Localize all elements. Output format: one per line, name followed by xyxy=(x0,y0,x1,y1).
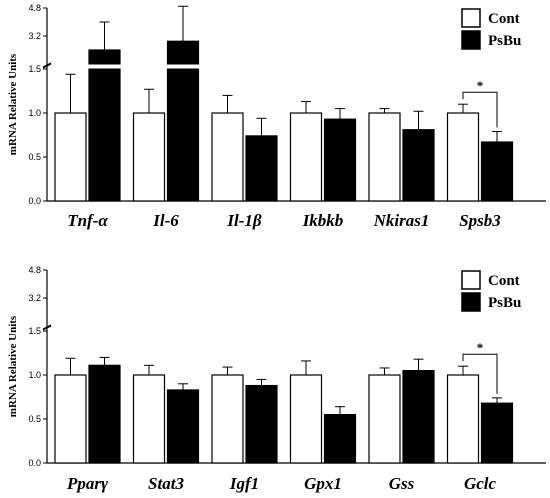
legend-swatch-psbu xyxy=(461,292,481,312)
y-tick-label: 0.5 xyxy=(28,414,41,424)
bar-psbu xyxy=(245,135,278,202)
legend-swatch-cont xyxy=(461,8,481,28)
bar-psbu xyxy=(166,389,200,464)
bar-break-gap xyxy=(88,64,121,69)
category-label: Igf1 xyxy=(229,474,259,493)
bar-cont xyxy=(132,374,166,464)
y-tick-label: 3.2 xyxy=(28,31,41,41)
legend-label-psbu: PsBu xyxy=(488,295,521,311)
bar-psbu xyxy=(402,129,435,202)
significance-star: * xyxy=(477,78,484,93)
bar-cont xyxy=(446,374,480,464)
bar-cont xyxy=(211,112,244,202)
bar-psbu xyxy=(402,370,435,464)
significance-bracket xyxy=(462,353,498,394)
bar-psbu xyxy=(323,414,357,464)
bar-cont xyxy=(54,112,87,202)
y-tick-label: 3.2 xyxy=(28,293,41,303)
category-label: Tnf-α xyxy=(67,211,108,230)
significance-star: * xyxy=(477,340,484,355)
axis-break-mark xyxy=(42,324,52,330)
category-label: Il-6 xyxy=(152,211,179,230)
category-label: Gclc xyxy=(464,474,497,493)
bar-cont xyxy=(368,112,401,202)
category-label: Stat3 xyxy=(148,474,184,493)
chart-panel-2: 0.0 0.5 1.0 1.5 3.2 4.8 mRNA Relative Units Ppa… xyxy=(7,265,546,493)
y-axis-label: mRNA Relative Units xyxy=(7,315,19,417)
bar-cont xyxy=(54,374,87,464)
bar-cont xyxy=(368,374,401,464)
bar-psbu xyxy=(480,141,514,202)
bar-cont xyxy=(446,112,480,202)
bar-cont xyxy=(289,374,323,464)
bar-cont xyxy=(289,112,323,202)
category-label: Nkiras1 xyxy=(373,211,430,230)
legend-label-cont: Cont xyxy=(488,11,520,27)
bar-cont xyxy=(132,112,166,202)
category-label: Gpx1 xyxy=(304,474,342,493)
y-tick-label: 1.0 xyxy=(28,370,41,380)
legend-swatch-cont xyxy=(461,270,481,290)
bar-cont xyxy=(211,374,244,464)
chart-panel-1: 0.0 0.5 1.0 1.5 3.2 4.8 mRNA Relative Units Tnf… xyxy=(7,3,546,230)
bar-psbu xyxy=(245,384,278,464)
bar-psbu xyxy=(88,49,121,202)
y-tick-label: 4.8 xyxy=(28,265,41,275)
y-axis-label: mRNA Relative Units xyxy=(7,53,19,155)
y-tick-label: 0.0 xyxy=(28,196,41,206)
legend-swatch-psbu xyxy=(461,30,481,50)
legend-label-psbu: PsBu xyxy=(488,33,521,49)
bar-break-gap xyxy=(166,64,200,69)
category-label: Spsb3 xyxy=(459,211,501,230)
y-tick-label: 1.5 xyxy=(28,326,41,336)
significance-bracket xyxy=(462,91,498,128)
axis-break-mark xyxy=(42,62,52,68)
legend-label-cont: Cont xyxy=(488,273,520,289)
bar-psbu xyxy=(323,118,357,202)
y-tick-label: 1.0 xyxy=(28,108,41,118)
y-tick-label: 1.5 xyxy=(28,64,41,74)
bar-psbu xyxy=(480,402,514,464)
axis-break-mark xyxy=(42,63,52,69)
category-label: Pparγ xyxy=(66,474,109,493)
y-tick-label: 0.5 xyxy=(28,152,41,162)
y-tick-label: 4.8 xyxy=(28,3,41,13)
category-label: Gss xyxy=(389,474,415,493)
axis-break-mark xyxy=(42,325,52,331)
bar-psbu xyxy=(88,364,121,464)
category-label: Il-1β xyxy=(226,211,262,230)
y-tick-label: 0.0 xyxy=(28,458,41,468)
category-label: Ikbkb xyxy=(302,211,344,230)
